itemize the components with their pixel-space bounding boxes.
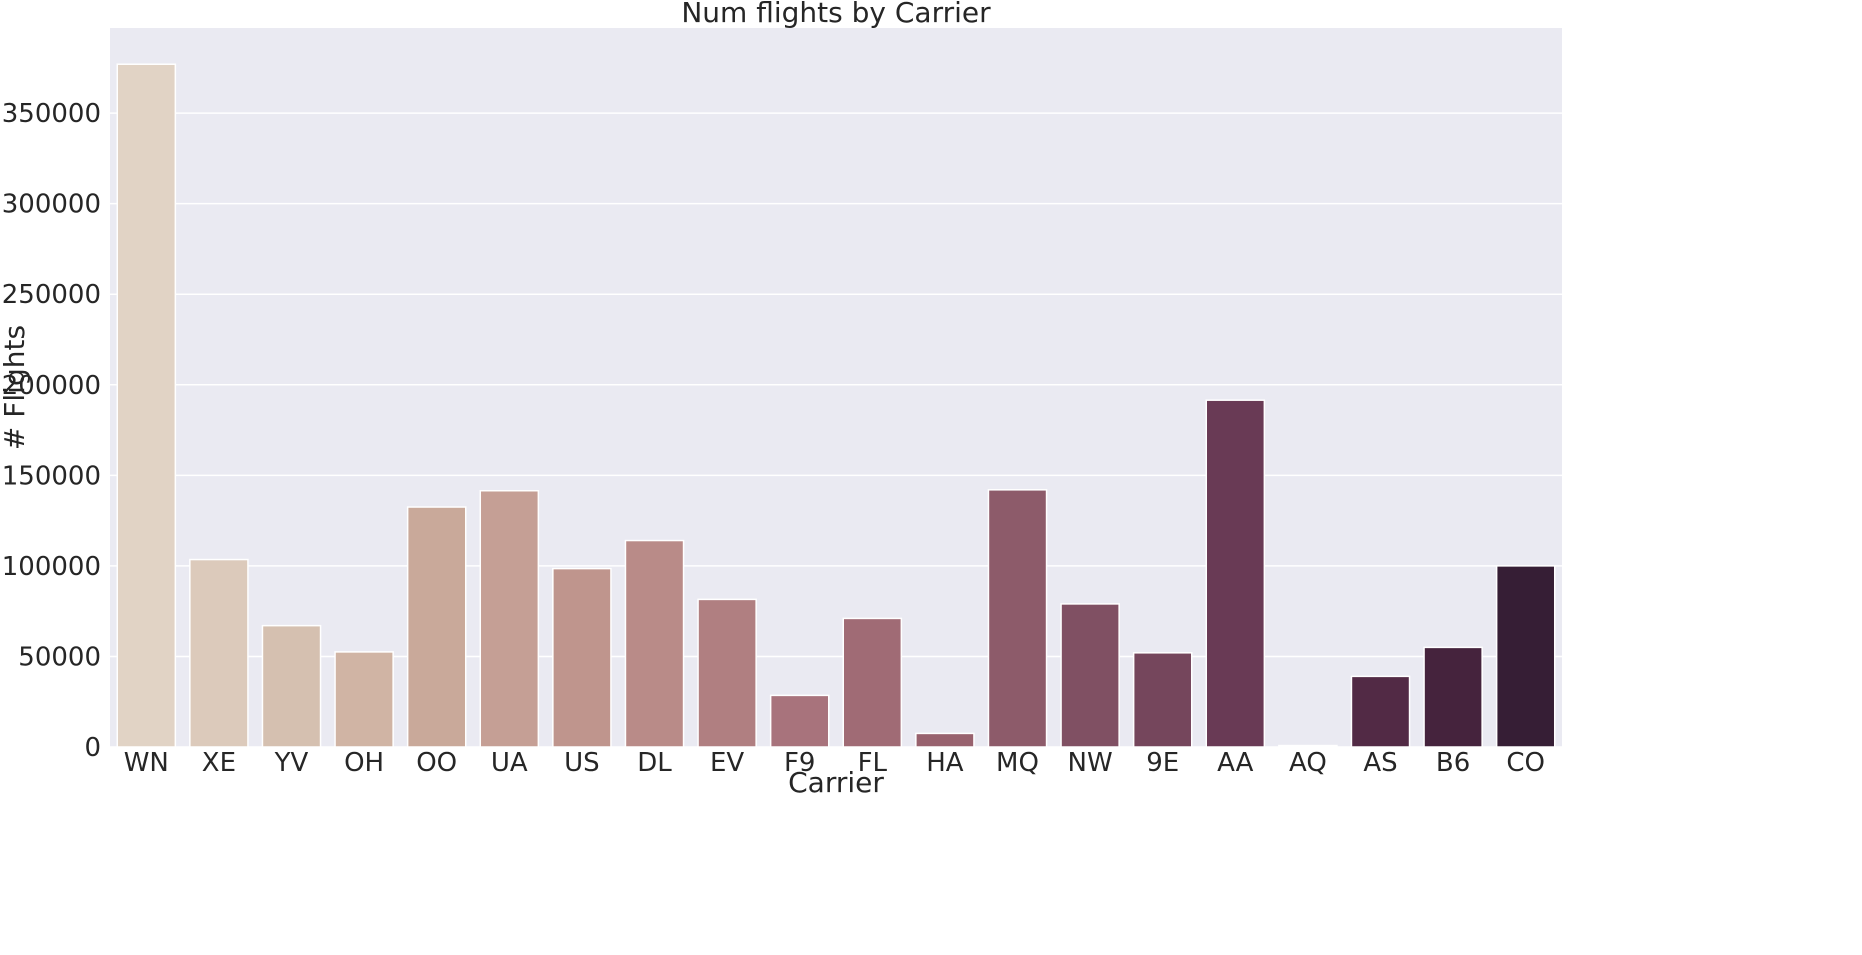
bar-9e bbox=[1132, 652, 1193, 748]
y-tick-label: 250000 bbox=[2, 280, 101, 310]
x-tick-label: XE bbox=[202, 748, 236, 778]
x-tick-label: AS bbox=[1363, 748, 1397, 778]
x-tick-label: HA bbox=[926, 748, 964, 778]
bar-co bbox=[1495, 565, 1556, 748]
y-tick-label: 100000 bbox=[2, 552, 101, 582]
x-tick-label: WN bbox=[124, 748, 169, 778]
x-tick-label: MQ bbox=[996, 748, 1039, 778]
bar-xe bbox=[189, 558, 249, 748]
x-tick-label: EV bbox=[710, 748, 744, 778]
bar-f9 bbox=[769, 694, 830, 748]
x-tick-label: OO bbox=[416, 748, 457, 778]
bar-dl bbox=[624, 539, 685, 748]
x-tick-labels: WN XE YV OH OO UA US DL EV F9 FL HA MQ NW 9E AA AQ AS B6 CO bbox=[124, 748, 1545, 778]
y-tick-label: 150000 bbox=[2, 461, 101, 491]
bar-b6 bbox=[1423, 646, 1483, 748]
y-tick-label: 50000 bbox=[18, 642, 101, 672]
x-tick-label: 9E bbox=[1146, 748, 1179, 778]
y-tick-label: 0 bbox=[84, 733, 101, 763]
bar-aa bbox=[1205, 399, 1266, 748]
x-tick-label: YV bbox=[274, 748, 309, 778]
bar-oh bbox=[334, 651, 394, 748]
bar-mq bbox=[987, 489, 1048, 748]
bar-fl bbox=[842, 617, 903, 748]
bars bbox=[116, 63, 1556, 748]
y-tick-labels: 0 50000 100000 150000 200000 250000 300000 3500… bbox=[2, 99, 101, 763]
bar-wn bbox=[116, 63, 177, 748]
x-tick-label: OH bbox=[344, 748, 384, 778]
x-tick-label: DL bbox=[637, 748, 672, 778]
x-tick-label: B6 bbox=[1436, 748, 1470, 778]
y-axis-title: # Flights bbox=[0, 325, 31, 450]
x-tick-label: AA bbox=[1217, 748, 1254, 778]
x-tick-label: US bbox=[564, 748, 600, 778]
y-tick-label: 200000 bbox=[2, 371, 101, 401]
bar-ua bbox=[479, 489, 540, 748]
x-axis-title: Carrier bbox=[788, 766, 884, 799]
bar-ev bbox=[697, 598, 757, 748]
x-tick-label: F9 bbox=[784, 748, 816, 778]
x-tick-label: AQ bbox=[1289, 748, 1327, 778]
bar-yv bbox=[261, 624, 322, 748]
chart-title: Num flights by Carrier bbox=[681, 0, 991, 29]
bar-us bbox=[552, 567, 612, 748]
bar-nw bbox=[1060, 603, 1120, 748]
x-tick-label: FL bbox=[858, 748, 888, 778]
bar-oo bbox=[406, 506, 467, 748]
y-tick-label: 300000 bbox=[2, 190, 101, 220]
bar-aq bbox=[1278, 744, 1338, 748]
x-tick-label: NW bbox=[1068, 748, 1113, 778]
x-tick-label: CO bbox=[1506, 748, 1545, 778]
x-tick-label: UA bbox=[491, 748, 528, 778]
bar-as bbox=[1350, 675, 1411, 748]
bar-ha bbox=[915, 732, 975, 748]
y-tick-label: 350000 bbox=[2, 99, 101, 129]
plot-background bbox=[110, 28, 1562, 747]
